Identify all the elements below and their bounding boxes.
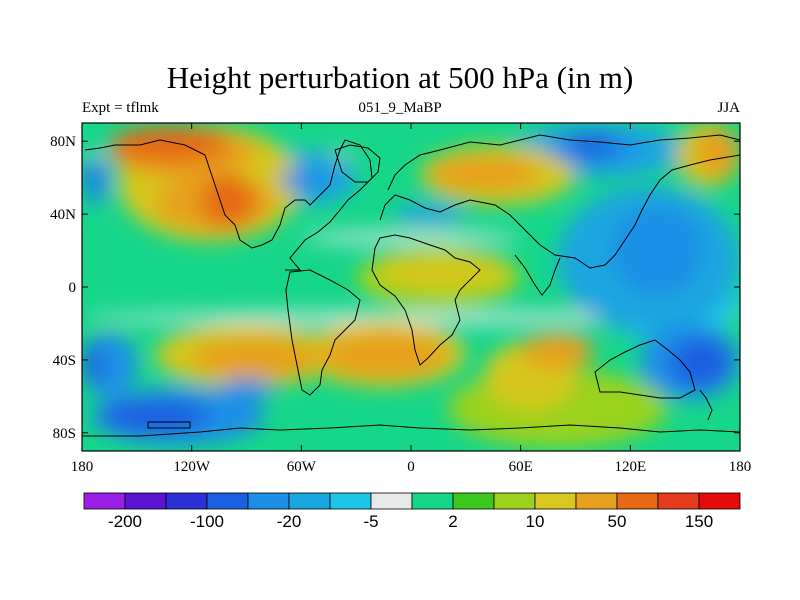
chart-subtitle: 051_9_MaBP bbox=[358, 100, 442, 116]
colorbar-swatch bbox=[83, 492, 126, 510]
colorbar-swatch bbox=[206, 492, 249, 510]
experiment-label: Expt = tflmk bbox=[82, 100, 159, 116]
field-region bbox=[82, 312, 740, 324]
coastlines bbox=[82, 134, 740, 437]
field-region bbox=[191, 338, 320, 379]
coastline-north-america bbox=[84, 139, 373, 271]
colorbar-label: 150 bbox=[685, 512, 713, 531]
field-region bbox=[694, 126, 740, 178]
colorbar-label: 50 bbox=[608, 512, 627, 531]
coastline-africa bbox=[371, 234, 481, 366]
colorbar-swatch bbox=[575, 492, 618, 510]
colorbar-swatch bbox=[657, 492, 700, 510]
colorbar-label: 10 bbox=[526, 512, 545, 531]
y-tick-label: 80S bbox=[53, 426, 76, 442]
colorbar-swatch bbox=[329, 492, 372, 510]
field-region bbox=[301, 232, 521, 244]
x-tick-label: 180 bbox=[729, 459, 752, 475]
colorbar-swatch bbox=[370, 492, 413, 510]
field-region bbox=[109, 126, 229, 164]
field-region bbox=[279, 168, 329, 193]
y-axis: 80N 40N 0 40S 80S bbox=[50, 134, 740, 442]
colorbar-swatch bbox=[698, 492, 741, 510]
coastline-south-america bbox=[285, 269, 361, 396]
x-tick-label: 120W bbox=[173, 459, 211, 475]
colorbar-swatch bbox=[411, 492, 454, 510]
colorbar-swatch bbox=[288, 492, 331, 510]
coastline-india bbox=[514, 254, 561, 296]
colorbar-label: -200 bbox=[108, 512, 142, 531]
y-tick-label: 40S bbox=[53, 353, 76, 369]
field-region bbox=[100, 399, 210, 433]
colorbar-swatch bbox=[616, 492, 659, 510]
field-region bbox=[670, 338, 731, 388]
x-tick-label: 0 bbox=[407, 459, 415, 475]
y-tick-label: 40N bbox=[50, 207, 76, 223]
field-region bbox=[520, 332, 594, 369]
plot-area: 180 120W 60W 0 60E 120E 180 80N 40N 0 40S 80S bbox=[50, 122, 752, 475]
field-region bbox=[374, 254, 512, 291]
coastline-new-zealand bbox=[699, 389, 713, 421]
colorbar-swatch bbox=[452, 492, 495, 510]
coastline-greenland bbox=[334, 144, 381, 183]
field-region bbox=[82, 341, 101, 388]
field-region bbox=[319, 332, 448, 379]
coastline-antarctica bbox=[82, 424, 740, 437]
colorbar-swatch bbox=[247, 492, 290, 510]
y-tick-label: 0 bbox=[69, 280, 77, 296]
x-tick-label: 60W bbox=[287, 459, 317, 475]
x-tick-label: 60E bbox=[509, 459, 533, 475]
season-label: JJA bbox=[717, 100, 740, 116]
field-regions bbox=[82, 123, 740, 448]
field-region bbox=[82, 163, 92, 193]
colorbar-swatch bbox=[165, 492, 208, 510]
field-region bbox=[612, 205, 704, 297]
colorbar-swatch bbox=[124, 492, 167, 510]
colorbar-swatch bbox=[534, 492, 577, 510]
chart-title: Height perturbation at 500 hPa (in m) bbox=[166, 60, 634, 95]
colorbar-swatch bbox=[493, 492, 536, 510]
field-region bbox=[200, 174, 256, 227]
coastline-australia bbox=[594, 339, 696, 399]
contour-field bbox=[82, 123, 740, 448]
x-tick-label: 180 bbox=[71, 459, 94, 475]
x-axis: 180 120W 60W 0 60E 120E 180 bbox=[71, 123, 752, 475]
field-region bbox=[429, 155, 539, 193]
colorbar-label: -20 bbox=[277, 512, 302, 531]
x-tick-label: 120E bbox=[614, 459, 646, 475]
y-tick-label: 80N bbox=[50, 134, 76, 150]
colorbar-label: -5 bbox=[363, 512, 378, 531]
field-region bbox=[566, 133, 616, 156]
colorbar-label: -100 bbox=[190, 512, 224, 531]
coastline-eurasia bbox=[379, 134, 740, 269]
colorbar: -200 -100 -20 -5 2 10 50 150 bbox=[83, 492, 741, 531]
field-region bbox=[392, 203, 466, 226]
coastline-antarctic-island bbox=[147, 421, 191, 429]
field-region bbox=[219, 378, 274, 400]
colorbar-label: 2 bbox=[448, 512, 457, 531]
